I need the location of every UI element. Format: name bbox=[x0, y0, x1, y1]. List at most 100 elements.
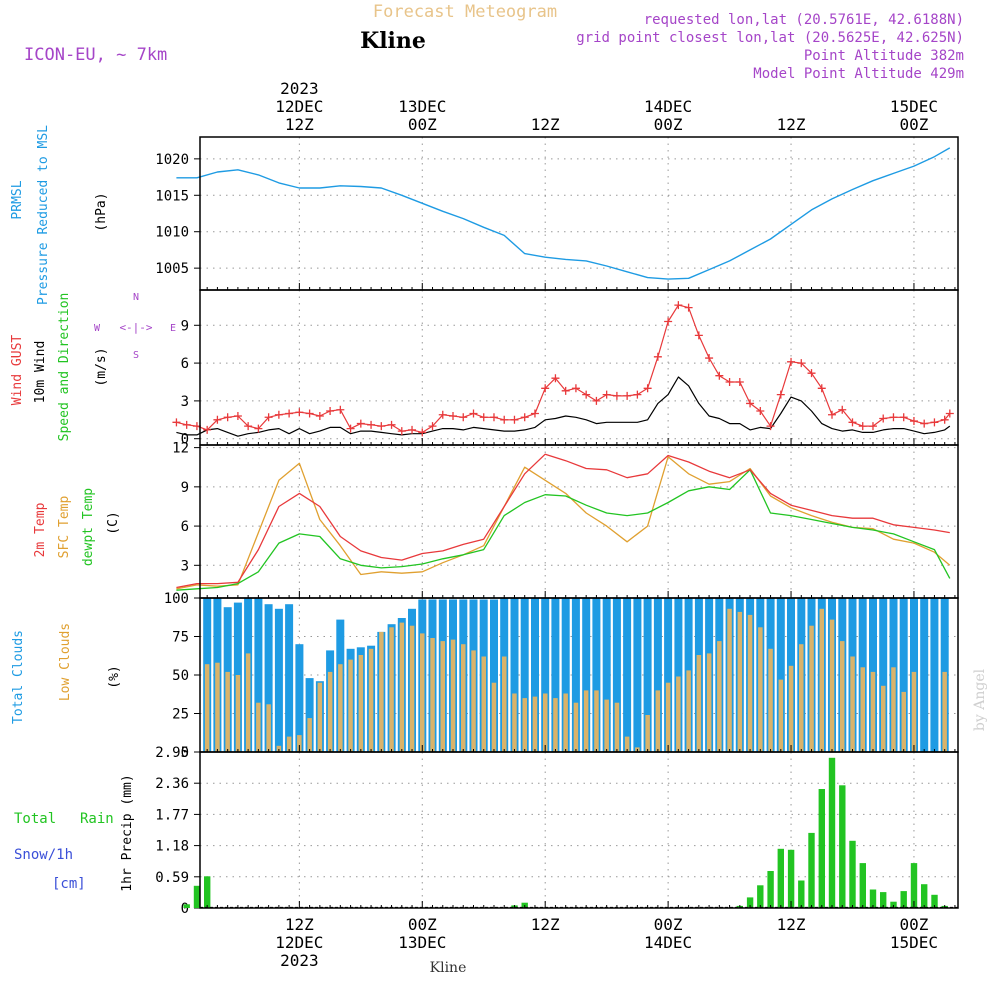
pressure-grid bbox=[200, 137, 958, 290]
low-cloud-bar bbox=[481, 656, 486, 752]
low-cloud-bar bbox=[706, 653, 712, 752]
low-cloud-bar bbox=[471, 650, 476, 752]
wind-gust-point bbox=[233, 412, 242, 421]
compass-s: S bbox=[133, 350, 139, 361]
low-cloud-bar bbox=[225, 671, 230, 752]
wind-gust-point bbox=[326, 406, 335, 415]
total-cloud-bar bbox=[285, 604, 294, 752]
wind-gust-point bbox=[438, 410, 447, 419]
total-cloud-bar bbox=[295, 644, 304, 752]
wind-ytick-label: 0 bbox=[181, 432, 189, 448]
low-cloud-bar bbox=[553, 698, 558, 752]
product-title: Forecast Meteogram bbox=[373, 2, 557, 22]
wind-gust-point bbox=[664, 317, 673, 326]
wind-gust-point bbox=[746, 399, 755, 408]
low-cloud-bar bbox=[676, 676, 681, 752]
rain-bar bbox=[818, 789, 825, 908]
rain-bar bbox=[757, 885, 764, 908]
wind-gust-point bbox=[346, 424, 355, 433]
rain-bar bbox=[921, 884, 928, 908]
temp-label-2m: 2m Temp bbox=[33, 502, 48, 557]
rain-bar bbox=[828, 757, 836, 908]
top-axis-label: 12DEC bbox=[275, 97, 323, 116]
wind-gust-point bbox=[397, 427, 406, 436]
rain-bar bbox=[880, 892, 887, 908]
wind-gust-point bbox=[315, 412, 324, 421]
rain-bar bbox=[849, 840, 856, 908]
low-cloud-bar bbox=[901, 691, 906, 752]
low-cloud-bar bbox=[399, 622, 405, 752]
wind-gust-point bbox=[469, 409, 478, 418]
low-cloud-bar bbox=[532, 696, 538, 752]
wind-gust-point bbox=[838, 405, 847, 414]
clouds-ytick-label: 25 bbox=[172, 707, 189, 723]
pressure-unit: (hPa) bbox=[94, 192, 109, 231]
wind-gust-point bbox=[285, 409, 294, 418]
dewpt-temp-line bbox=[176, 469, 951, 591]
top-axis-label: 12Z bbox=[285, 115, 314, 134]
wind-gust-point bbox=[295, 408, 304, 417]
panel-clouds: 0 25 50 75 100 bbox=[164, 591, 958, 761]
wind-gust-point bbox=[428, 422, 437, 431]
model-altitude: Model Point Altitude 429m bbox=[753, 66, 964, 82]
top-axis-label: 2023 bbox=[280, 79, 319, 98]
rain-bar bbox=[787, 849, 795, 908]
wind-label-gust: Wind GUST bbox=[10, 335, 25, 406]
chart-panels: 1005101010151020036936912025507510000.59… bbox=[155, 136, 959, 917]
wind-gust-point bbox=[623, 391, 632, 400]
wind-gust-point bbox=[520, 413, 529, 422]
temperature-ytick-label: 3 bbox=[181, 558, 189, 574]
low-cloud-bar bbox=[307, 718, 312, 752]
low-cloud-bar bbox=[461, 644, 466, 752]
watermark: by Angel bbox=[972, 668, 988, 731]
total-cloud-bar bbox=[490, 599, 498, 752]
low-cloud-bar bbox=[338, 664, 343, 752]
low-cloud-bar bbox=[245, 653, 251, 752]
bottom-axis-label: 12Z bbox=[531, 915, 560, 934]
total-cloud-bar bbox=[520, 598, 529, 752]
wind-gust-point bbox=[377, 422, 386, 431]
rain-bar bbox=[859, 863, 866, 908]
total-cloud-bar bbox=[920, 598, 929, 752]
wind-gust-point bbox=[674, 301, 683, 310]
low-cloud-bar bbox=[696, 655, 702, 752]
clouds-label-low: Low Clouds bbox=[58, 623, 73, 701]
low-cloud-bar bbox=[645, 715, 650, 752]
low-cloud-bar bbox=[440, 641, 445, 752]
wind-gust-point bbox=[715, 371, 724, 380]
low-cloud-bar bbox=[737, 611, 743, 752]
low-cloud-bar bbox=[276, 745, 282, 752]
rain-bar bbox=[931, 894, 938, 908]
low-cloud-bar bbox=[450, 639, 456, 752]
low-cloud-bar bbox=[235, 675, 241, 752]
bottom-axis-label: 2023 bbox=[280, 951, 319, 970]
low-cloud-bar bbox=[624, 736, 630, 752]
temp-label-sfc: SFC Temp bbox=[57, 496, 72, 559]
total-cloud-bar bbox=[602, 598, 611, 752]
wind-gust-point bbox=[920, 419, 929, 428]
panel-precipitation: 0 0.59 1.18 1.77 2.36 2.95 bbox=[155, 745, 958, 917]
bottom-axis-label: 12Z bbox=[285, 915, 314, 934]
low-cloud-bar bbox=[266, 704, 271, 752]
low-cloud-bar bbox=[778, 679, 784, 752]
wind-gust-point bbox=[561, 386, 570, 395]
low-cloud-bar bbox=[758, 627, 763, 752]
clouds-label-total: Total Clouds bbox=[11, 630, 26, 724]
panel-wind: 0 3 6 9 bbox=[172, 290, 958, 448]
low-cloud-bar bbox=[809, 625, 814, 752]
panel-pressure: 1005 1010 1015 1020 bbox=[155, 137, 958, 290]
total-cloud-bar bbox=[531, 598, 539, 752]
low-cloud-bar bbox=[604, 699, 609, 752]
bottom-axis-label: 00Z bbox=[654, 915, 683, 934]
rain-bar bbox=[798, 880, 805, 908]
wind-label-direction: Speed and Direction bbox=[57, 293, 72, 442]
temperature-ytick-label: 9 bbox=[181, 480, 189, 496]
compass-arrows: <-|-> bbox=[119, 321, 152, 334]
low-cloud-bar bbox=[379, 631, 384, 752]
temp-label-dewpt: dewpt Temp bbox=[81, 488, 96, 566]
wind-gust-point bbox=[828, 410, 837, 419]
model-label: ICON-EU, ~ 7km bbox=[24, 45, 167, 65]
requested-coords: requested lon,lat (20.5761E, 42.6188N) bbox=[644, 12, 964, 28]
